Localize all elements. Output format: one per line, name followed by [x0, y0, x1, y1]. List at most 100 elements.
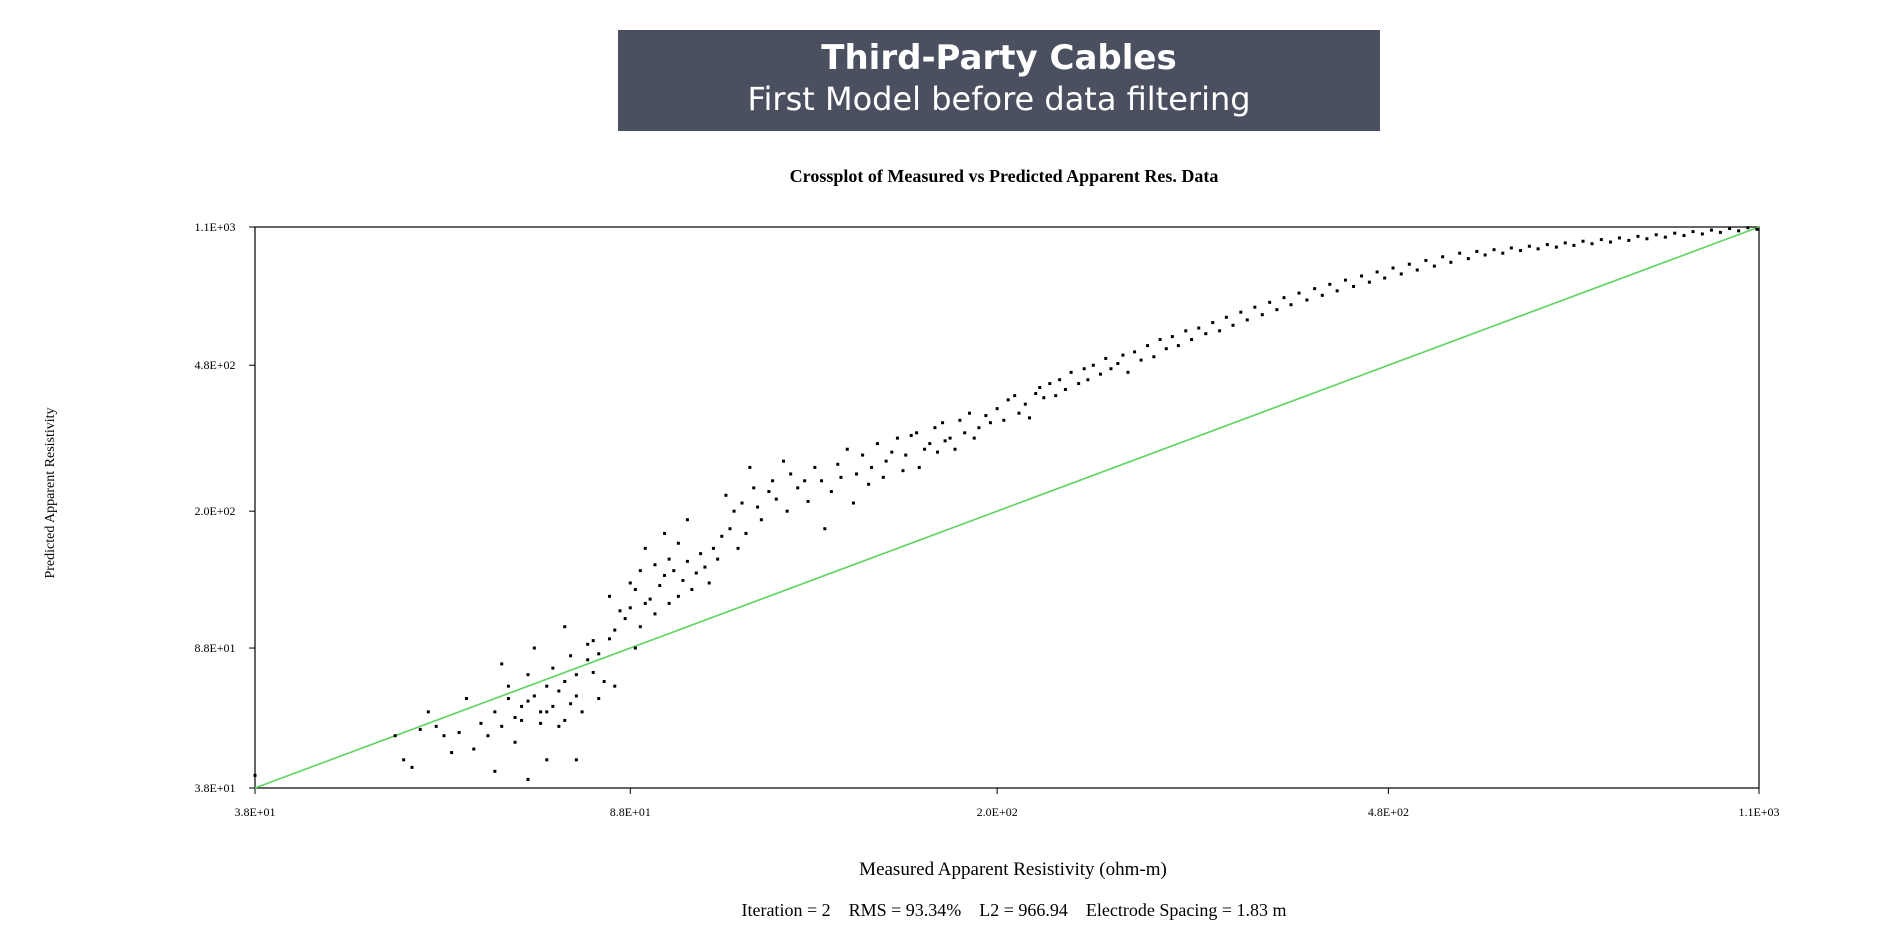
- data-point: [513, 740, 517, 744]
- data-point: [569, 654, 573, 658]
- data-point: [1636, 234, 1640, 238]
- data-point: [1682, 234, 1686, 238]
- data-point: [1608, 240, 1612, 244]
- data-point: [1104, 356, 1108, 360]
- data-point: [633, 646, 637, 650]
- data-point: [1260, 313, 1264, 317]
- data-point: [861, 453, 865, 457]
- data-point: [836, 462, 840, 466]
- data-point: [681, 578, 685, 582]
- data-point: [875, 442, 879, 446]
- data-point: [597, 697, 601, 701]
- data-point: [545, 684, 549, 688]
- data-point: [1077, 382, 1081, 386]
- data-point: [1335, 289, 1339, 293]
- data-point: [1121, 353, 1125, 357]
- data-point: [1527, 244, 1531, 248]
- data-point: [539, 721, 543, 725]
- title-banner: Third-Party Cables First Model before da…: [618, 30, 1380, 131]
- data-point: [995, 407, 999, 411]
- data-point: [638, 625, 642, 629]
- data-point: [667, 601, 671, 605]
- data-point: [1275, 308, 1279, 312]
- data-point: [904, 453, 908, 457]
- data-point: [520, 718, 524, 722]
- data-point: [1367, 280, 1371, 284]
- data-point: [1289, 303, 1293, 307]
- data-point: [977, 426, 981, 430]
- data-point: [1399, 272, 1403, 276]
- data-point: [711, 546, 715, 550]
- data-point: [493, 710, 497, 714]
- data-point: [968, 411, 972, 415]
- data-point: [935, 450, 939, 454]
- data-point: [574, 758, 578, 762]
- data-point: [1002, 418, 1006, 422]
- data-point: [748, 465, 752, 469]
- data-point: [602, 679, 606, 683]
- data-point: [1352, 284, 1356, 288]
- footer-stats: Iteration = 2 RMS = 93.34% L2 = 966.94 E…: [741, 900, 1286, 920]
- data-point: [551, 666, 555, 670]
- data-point: [1086, 378, 1090, 382]
- data-point: [500, 662, 504, 666]
- x-tick-label: 8.8E+01: [610, 805, 651, 819]
- data-point: [1718, 230, 1722, 234]
- data-point: [1581, 239, 1585, 243]
- data-point: [851, 501, 855, 505]
- data-point: [557, 724, 561, 728]
- data-point: [716, 557, 720, 561]
- data-point: [1563, 241, 1567, 245]
- data-point: [1048, 382, 1052, 386]
- data-point: [513, 716, 517, 720]
- data-point: [586, 642, 590, 646]
- data-point: [551, 704, 555, 708]
- data-point: [785, 509, 789, 513]
- data-point: [623, 617, 627, 621]
- data-point: [806, 499, 810, 503]
- data-point: [1475, 249, 1479, 253]
- data-point: [933, 426, 937, 430]
- data-point: [526, 777, 530, 781]
- data-point: [574, 694, 578, 698]
- data-point: [699, 552, 703, 556]
- data-point: [563, 718, 567, 722]
- data-point: [1654, 233, 1658, 237]
- data-point: [1190, 338, 1194, 342]
- data-point: [1231, 323, 1235, 327]
- reference-line-y-equals-x: [254, 226, 1760, 789]
- data-point: [1063, 387, 1067, 391]
- data-point: [586, 658, 590, 662]
- data-point: [1082, 367, 1086, 371]
- data-point: [685, 518, 689, 522]
- data-point: [736, 546, 740, 550]
- data-point: [672, 569, 676, 573]
- data-point: [1133, 350, 1137, 354]
- data-point: [653, 612, 657, 616]
- data-point: [855, 472, 859, 476]
- data-point: [1415, 268, 1419, 272]
- y-tick-label: 2.0E+02: [194, 504, 235, 518]
- data-point: [1204, 332, 1208, 336]
- data-point: [506, 684, 510, 688]
- data-point: [1305, 298, 1309, 302]
- data-point: [1492, 248, 1496, 252]
- data-point: [402, 758, 406, 762]
- data-point: [1038, 385, 1042, 389]
- data-point: [1146, 344, 1150, 348]
- data-point: [1483, 253, 1487, 257]
- data-point: [643, 601, 647, 605]
- data-point: [1755, 227, 1759, 231]
- data-point: [820, 479, 824, 483]
- data-point: [1313, 287, 1317, 291]
- data-point: [724, 493, 728, 497]
- data-point: [1211, 321, 1215, 325]
- data-point: [767, 490, 771, 494]
- data-point: [638, 569, 642, 573]
- data-point: [493, 769, 497, 773]
- data-point: [1599, 238, 1603, 242]
- data-point: [845, 447, 849, 451]
- data-point: [756, 505, 760, 509]
- data-point: [1728, 227, 1732, 231]
- data-point: [648, 597, 652, 601]
